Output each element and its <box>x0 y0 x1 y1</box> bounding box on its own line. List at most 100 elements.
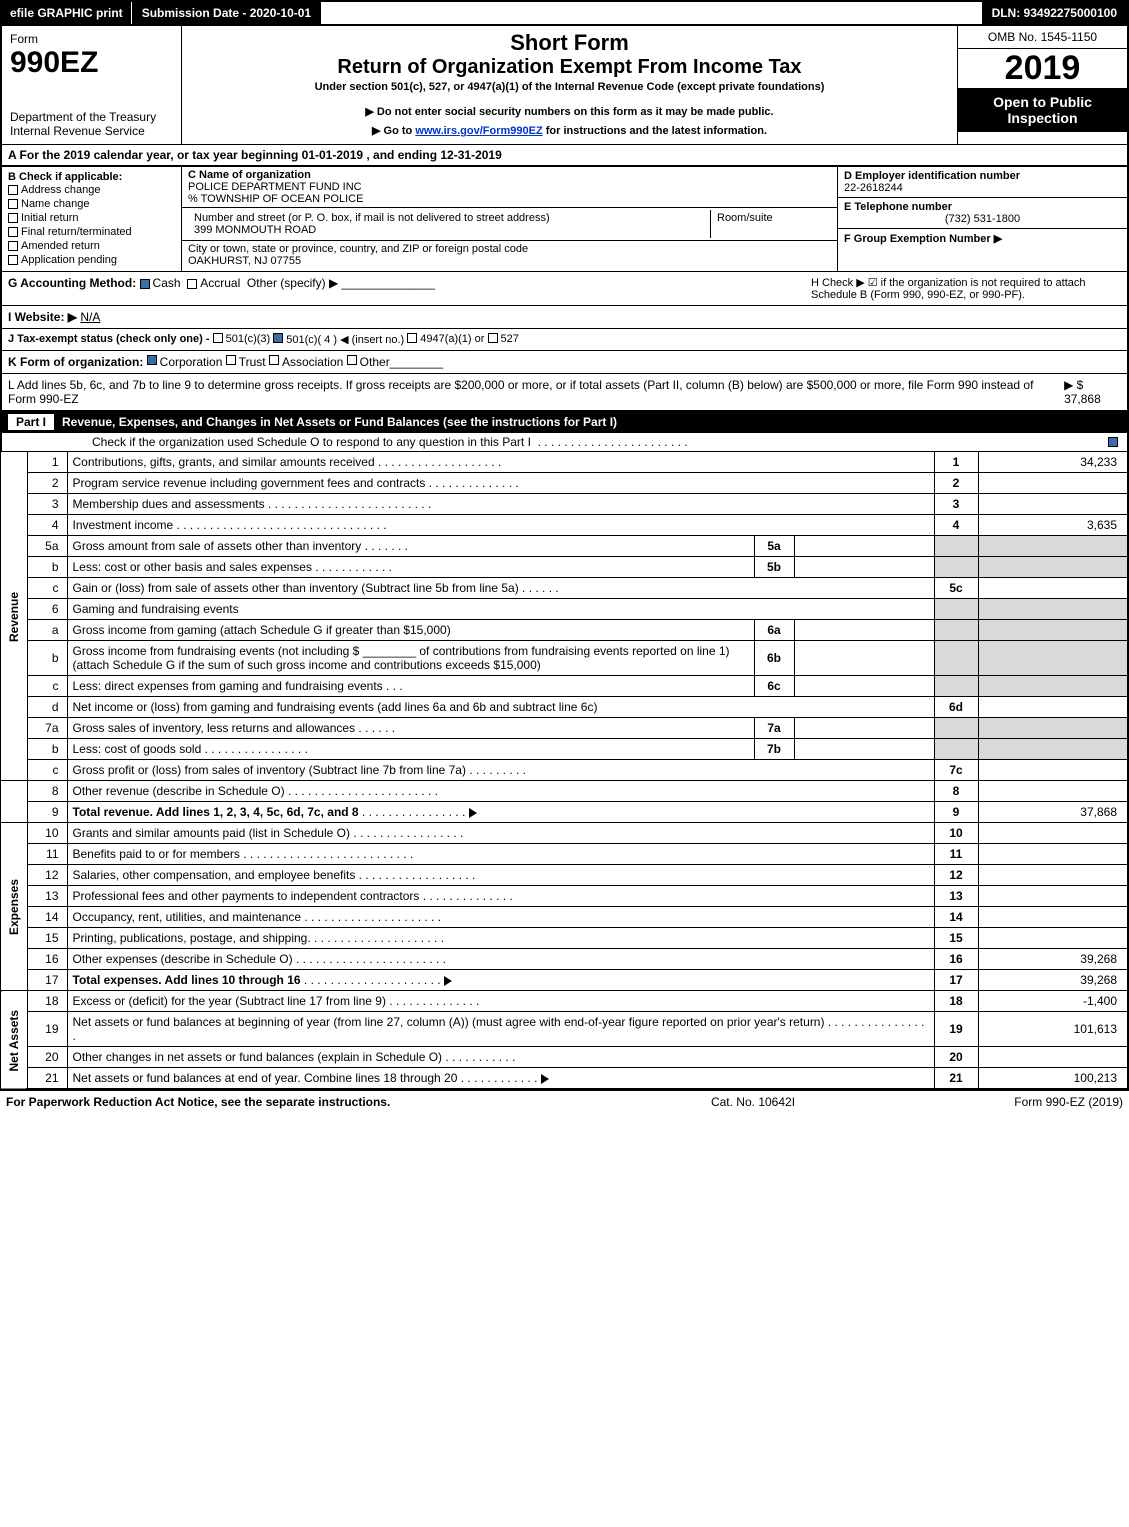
line-value <box>978 823 1128 844</box>
short-form-title: Short Form <box>190 30 949 56</box>
desc-text: Grants and similar amounts paid (list in… <box>73 826 350 840</box>
line-desc: Other expenses (describe in Schedule O) … <box>67 949 934 970</box>
j-527: 527 <box>501 333 519 346</box>
checkbox-icon <box>213 333 223 343</box>
line-no: 7a <box>27 718 67 739</box>
page-footer: For Paperwork Reduction Act Notice, see … <box>0 1090 1129 1113</box>
form-header: Form 990EZ Department of the Treasury In… <box>0 24 1129 145</box>
line-ref-grey <box>934 718 978 739</box>
city: OAKHURST, NJ 07755 <box>188 255 301 267</box>
ein-row: D Employer identification number 22-2618… <box>838 167 1127 198</box>
line-no: c <box>27 676 67 697</box>
line-ref-grey <box>934 599 978 620</box>
goto-line: ▶ Go to www.irs.gov/Form990EZ for instru… <box>190 124 949 137</box>
j-501c4: 501(c)( 4 ) ◀ (insert no.) <box>286 333 404 346</box>
line-ref: 5c <box>934 578 978 599</box>
under-section: Under section 501(c), 527, or 4947(a)(1)… <box>190 81 949 93</box>
b-item-4: Amended return <box>21 240 100 252</box>
goto-post: for instructions and the latest informat… <box>543 125 767 137</box>
line-no: 21 <box>27 1068 67 1090</box>
efile-print-button[interactable]: efile GRAPHIC print <box>2 2 132 24</box>
desc-text: Less: direct expenses from gaming and fu… <box>73 679 383 693</box>
line-ref: 20 <box>934 1047 978 1068</box>
line-no: c <box>27 578 67 599</box>
line-desc: Less: cost of goods sold . . . . . . . .… <box>67 739 754 760</box>
line-desc: Membership dues and assessments . . . . … <box>67 494 934 515</box>
line-ref-grey <box>934 620 978 641</box>
checkbox-icon <box>488 333 498 343</box>
checkbox-icon <box>347 355 357 365</box>
line-ref: 19 <box>934 1012 978 1047</box>
room-cell: Room/suite <box>711 210 831 238</box>
b-item-5: Application pending <box>21 254 117 266</box>
line-ref: 15 <box>934 928 978 949</box>
j-label: J Tax-exempt status (check only one) - <box>8 333 210 346</box>
chk-amended[interactable]: Amended return <box>8 239 175 253</box>
ssn-warning: ▶ Do not enter social security numbers o… <box>190 105 949 118</box>
line-desc: Less: cost or other basis and sales expe… <box>67 557 754 578</box>
desc-text: Gross profit or (loss) from sales of inv… <box>73 763 466 777</box>
topbar: efile GRAPHIC print Submission Date - 20… <box>0 0 1129 24</box>
g-cash: Cash <box>153 276 181 290</box>
line-ref: 16 <box>934 949 978 970</box>
line-no: 1 <box>27 452 67 473</box>
desc-text: Other revenue (describe in Schedule O) <box>73 784 285 798</box>
line-desc: Gross income from fundraising events (no… <box>67 641 754 676</box>
website-value: N/A <box>80 310 100 324</box>
sub-val <box>794 620 934 641</box>
goto-pre: ▶ Go to <box>372 125 415 137</box>
line-no: 16 <box>27 949 67 970</box>
line-ref-grey <box>934 536 978 557</box>
chk-address-change[interactable]: Address change <box>8 183 175 197</box>
chk-initial-return[interactable]: Initial return <box>8 211 175 225</box>
chk-app-pending[interactable]: Application pending <box>8 253 175 267</box>
header-right: OMB No. 1545-1150 2019 Open to Public In… <box>957 26 1127 144</box>
desc-text: Total expenses. Add lines 10 through 16 <box>73 973 301 987</box>
line-desc: Net income or (loss) from gaming and fun… <box>67 697 934 718</box>
line-desc: Printing, publications, postage, and shi… <box>67 928 934 949</box>
line-value <box>978 494 1128 515</box>
desc-text: Professional fees and other payments to … <box>73 889 420 903</box>
side-revenue: Revenue <box>1 452 27 781</box>
sub-val <box>794 718 934 739</box>
line-ref: 17 <box>934 970 978 991</box>
line-no: 6 <box>27 599 67 620</box>
j-501c3: 501(c)(3) <box>226 333 271 346</box>
b-item-3: Final return/terminated <box>21 226 132 238</box>
chk-name-change[interactable]: Name change <box>8 197 175 211</box>
spacer <box>321 2 981 24</box>
chk-final-return[interactable]: Final return/terminated <box>8 225 175 239</box>
form-number: 990EZ <box>10 46 173 80</box>
line-value: 3,635 <box>978 515 1128 536</box>
line-ref-grey <box>934 676 978 697</box>
line-desc: Grants and similar amounts paid (list in… <box>67 823 934 844</box>
line-desc: Gross amount from sale of assets other t… <box>67 536 754 557</box>
line-no: 9 <box>27 802 67 823</box>
line-no: 17 <box>27 970 67 991</box>
line-desc: Less: direct expenses from gaming and fu… <box>67 676 754 697</box>
line-desc: Other revenue (describe in Schedule O) .… <box>67 781 934 802</box>
line-value-grey <box>978 536 1128 557</box>
desc-text: Investment income <box>73 518 174 532</box>
line-no: 18 <box>27 991 67 1012</box>
checkbox-icon <box>1108 437 1118 447</box>
desc-text: Gain or (loss) from sale of assets other… <box>73 581 519 595</box>
g-h-row: G Accounting Method: Cash Accrual Other … <box>0 272 1129 306</box>
city-label: City or town, state or province, country… <box>188 243 528 255</box>
line-value <box>978 865 1128 886</box>
return-title: Return of Organization Exempt From Incom… <box>190 56 949 79</box>
line-no: 19 <box>27 1012 67 1047</box>
block-bcd: B Check if applicable: Address change Na… <box>0 167 1129 272</box>
desc-text: Total revenue. Add lines 1, 2, 3, 4, 5c,… <box>73 805 359 819</box>
line-no: 15 <box>27 928 67 949</box>
arrow-icon <box>469 808 477 818</box>
cat-no: Cat. No. 10642I <box>603 1095 903 1109</box>
b-item-1: Name change <box>21 198 90 210</box>
line-no: 12 <box>27 865 67 886</box>
line-desc: Net assets or fund balances at end of ye… <box>67 1068 934 1090</box>
irs-link[interactable]: www.irs.gov/Form990EZ <box>415 125 542 137</box>
k-label: K Form of organization: <box>8 355 143 369</box>
line-value <box>978 886 1128 907</box>
checkbox-icon <box>226 355 236 365</box>
part1-sub-text: Check if the organization used Schedule … <box>92 435 531 449</box>
